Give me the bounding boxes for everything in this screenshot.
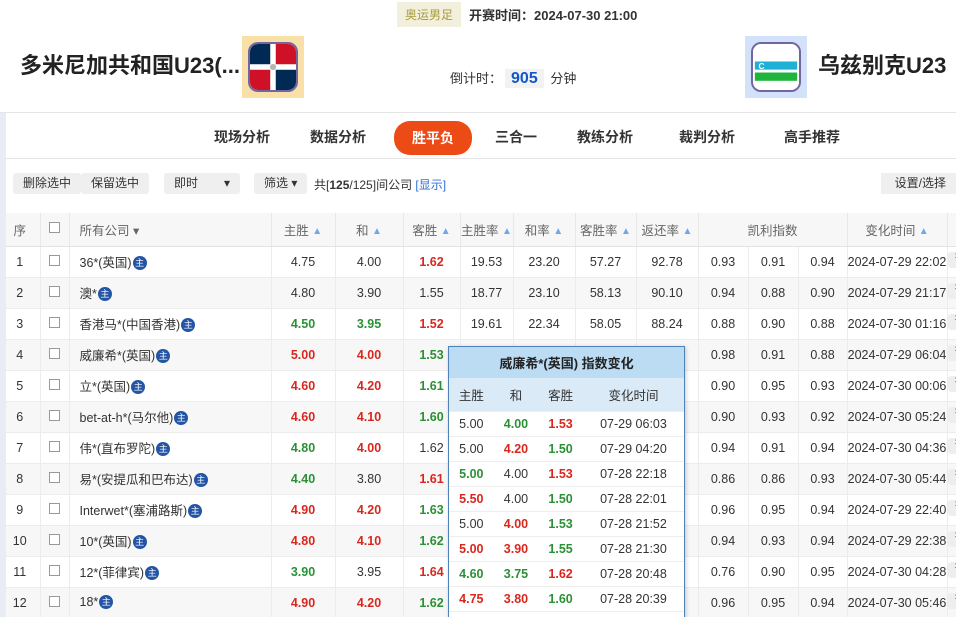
svg-text:C: C [759, 62, 765, 71]
